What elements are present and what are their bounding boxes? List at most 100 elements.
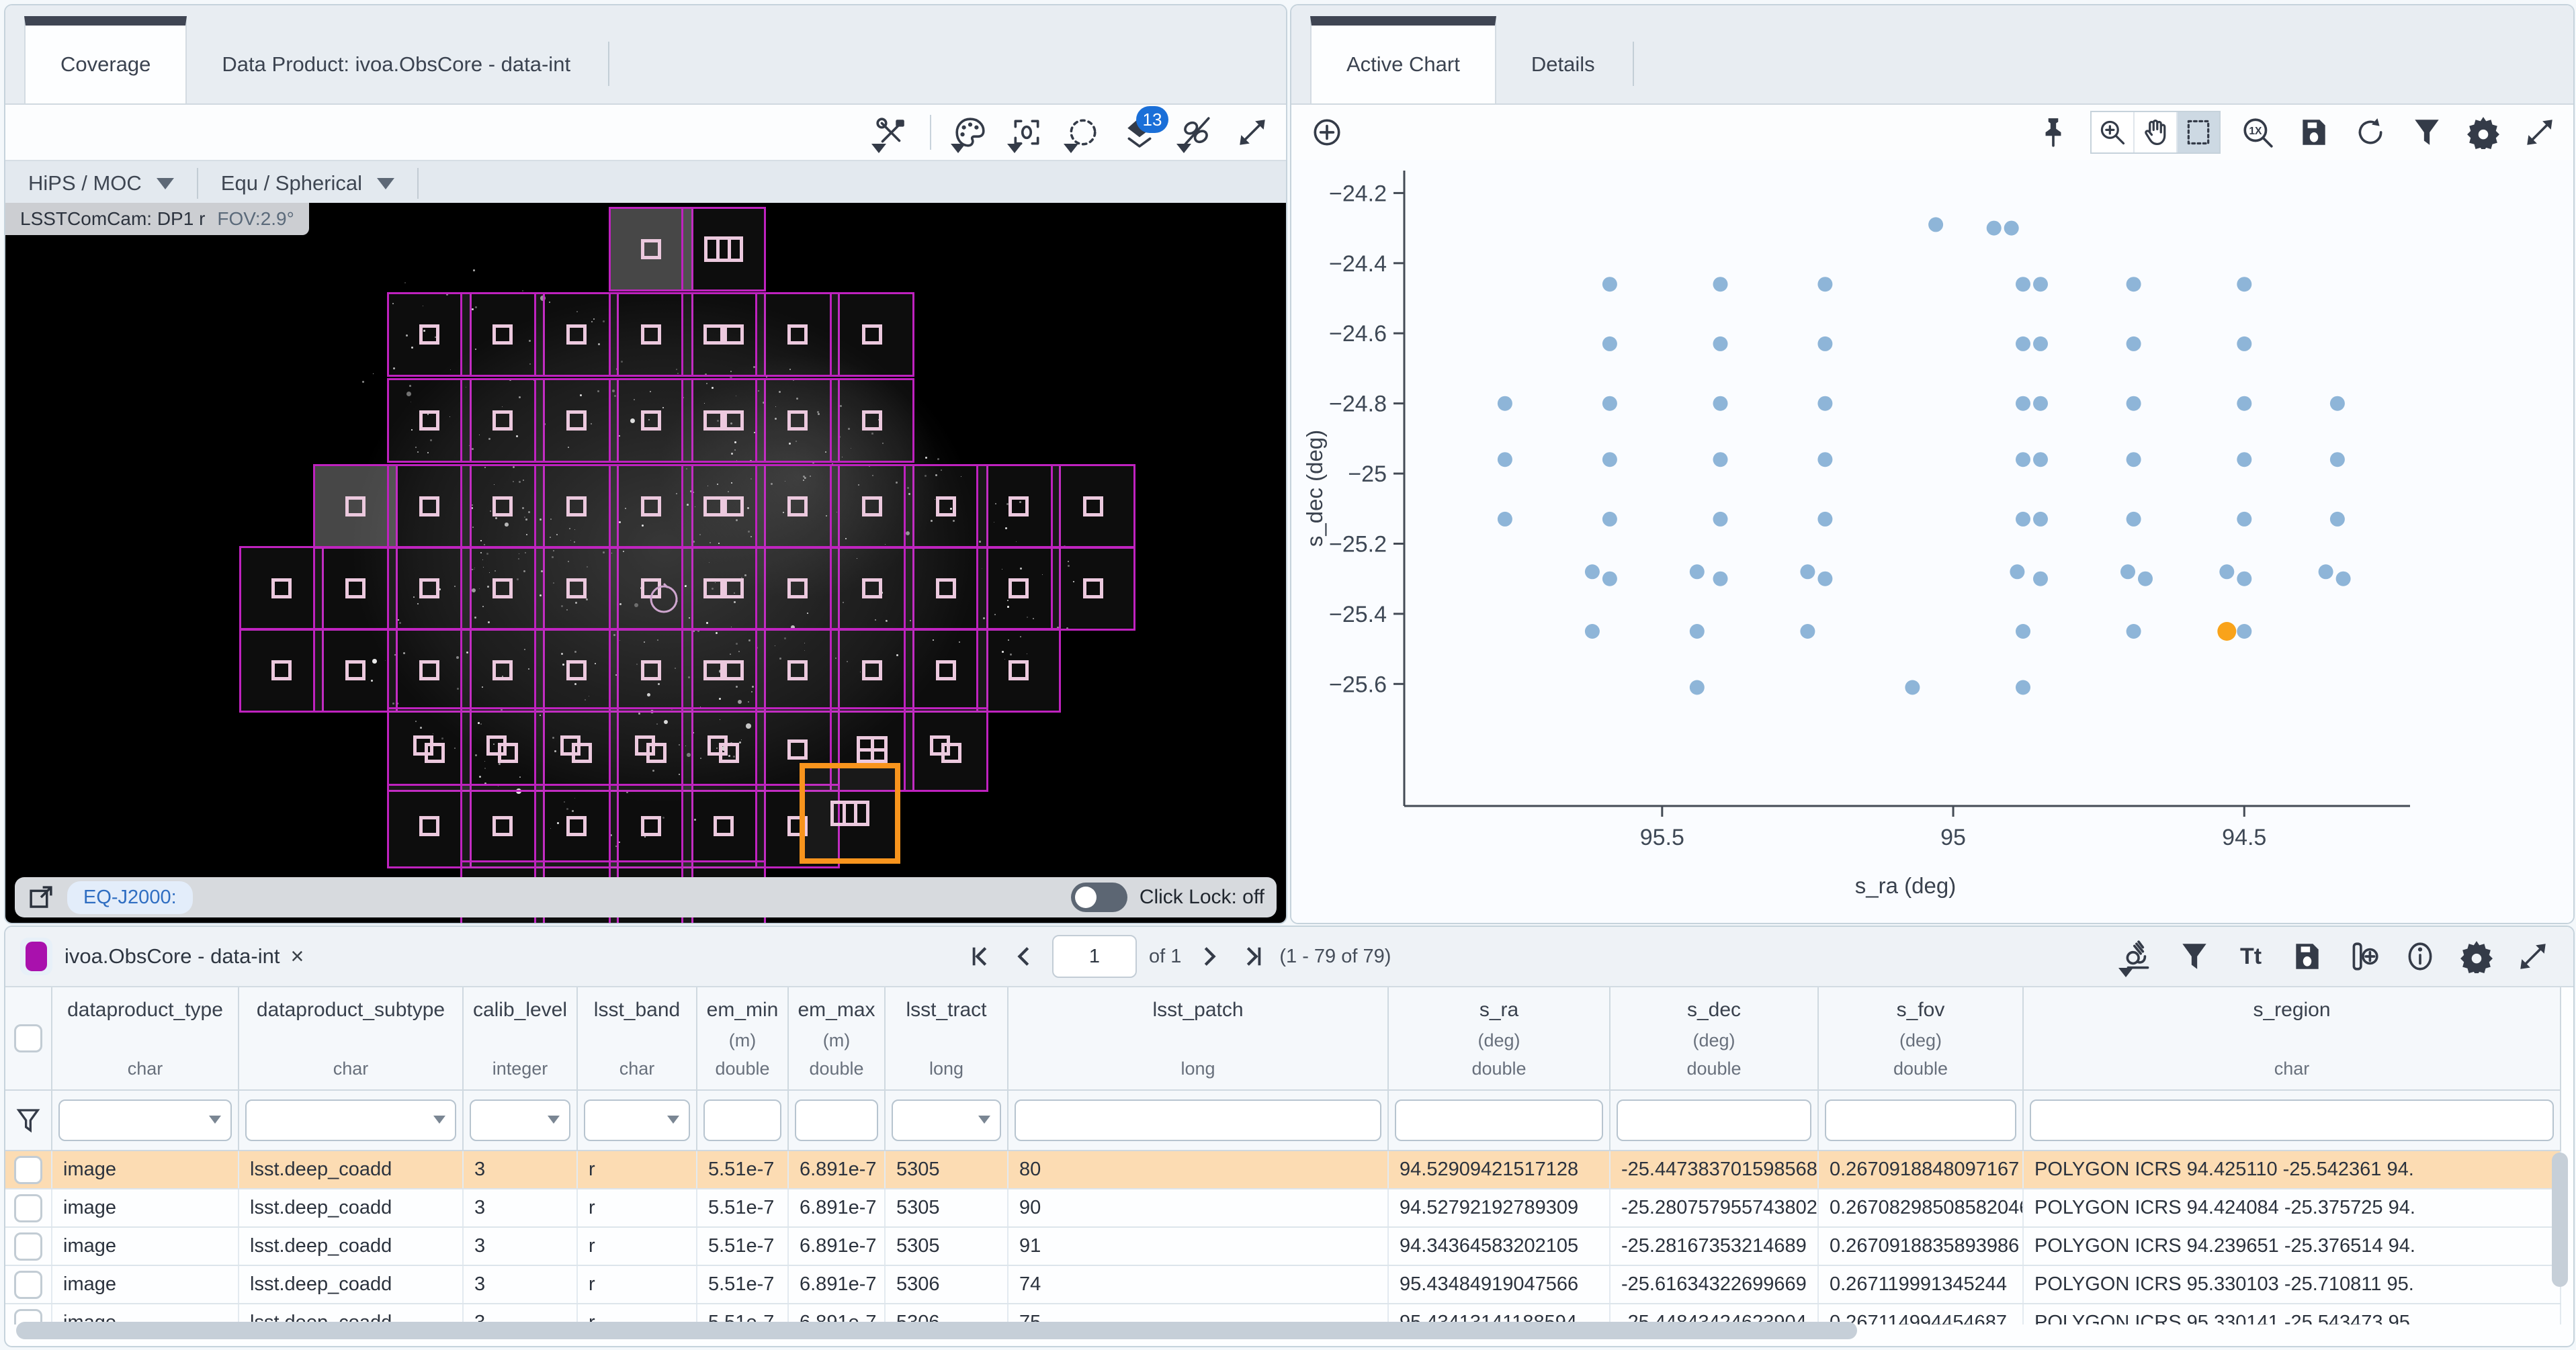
prev-page-button[interactable] [1009, 941, 1040, 972]
obs-tile[interactable] [904, 707, 988, 792]
obs-tile[interactable] [755, 628, 840, 713]
data-point[interactable] [1817, 571, 1833, 586]
data-point[interactable] [1817, 511, 1833, 527]
filter-lsst_band[interactable] [584, 1099, 690, 1141]
table-row[interactable]: image lsst.deep_coadd 3 r 5.51e-7 6.891e-7 530… [5, 1266, 2561, 1304]
text-view-icon[interactable]: Tt [2239, 943, 2262, 969]
row-checkbox[interactable] [14, 1308, 42, 1324]
add-column-icon[interactable] [2344, 934, 2383, 979]
obs-tile[interactable] [534, 707, 619, 792]
obs-tile[interactable] [460, 707, 545, 792]
data-point[interactable] [2126, 336, 2141, 351]
obs-tile[interactable] [681, 707, 766, 792]
data-point[interactable] [1713, 571, 1728, 586]
data-point[interactable] [2033, 277, 2048, 292]
scatter-chart[interactable]: −24.2 −24.4 −24.6 −24.8 −25 −25.2 −25.4 −25.6 95… [1291, 160, 2573, 923]
data-point[interactable] [1689, 564, 1705, 580]
data-point[interactable] [2329, 396, 2345, 411]
recenter-icon[interactable] [1007, 110, 1046, 154]
obs-tile[interactable] [681, 378, 766, 463]
filter-dataproduct_type[interactable] [58, 1099, 232, 1141]
next-page-button[interactable] [1193, 941, 1224, 972]
data-point[interactable] [1584, 564, 1600, 580]
obs-tile[interactable] [534, 546, 619, 631]
rect-select-icon[interactable] [2176, 112, 2219, 152]
microscope-icon[interactable] [2118, 934, 2157, 979]
data-point[interactable] [1800, 564, 1815, 580]
data-point[interactable] [1689, 624, 1705, 639]
row-checkbox[interactable] [14, 1270, 42, 1299]
data-point[interactable] [2237, 571, 2252, 586]
data-point[interactable] [2016, 680, 2030, 695]
obs-tile[interactable] [460, 464, 545, 549]
data-point[interactable] [2237, 511, 2252, 527]
settings-icon[interactable] [2464, 110, 2503, 154]
obs-tile[interactable] [609, 378, 693, 463]
table-row[interactable]: image lsst.deep_coadd 3 r 5.51e-7 6.891e-7 530… [5, 1189, 2561, 1228]
data-point[interactable] [2016, 624, 2030, 639]
filter-s_region[interactable] [2030, 1099, 2554, 1141]
data-point[interactable] [2237, 624, 2252, 639]
obs-tile[interactable] [681, 784, 766, 868]
data-point[interactable] [2126, 452, 2141, 467]
data-point[interactable] [1713, 336, 1728, 351]
data-point[interactable] [2219, 564, 2235, 580]
data-point[interactable] [1497, 452, 1512, 467]
table-color-chip[interactable] [26, 942, 47, 971]
data-point[interactable] [2016, 277, 2030, 292]
obs-tile[interactable] [460, 292, 545, 377]
obs-tile[interactable] [976, 546, 1061, 631]
data-point[interactable] [1584, 624, 1600, 639]
data-point[interactable] [2329, 511, 2345, 527]
obs-tile[interactable] [460, 784, 545, 868]
data-point[interactable] [2126, 396, 2141, 411]
obs-tile[interactable] [239, 546, 324, 631]
row-checkbox[interactable] [14, 1232, 42, 1261]
horizontal-scrollbar[interactable] [16, 1322, 1857, 1339]
highlighted-data-point[interactable] [2217, 622, 2237, 641]
obs-tile[interactable] [755, 707, 840, 792]
row-checkbox[interactable] [14, 1155, 42, 1184]
filter-icon[interactable] [2175, 934, 2214, 979]
obs-tile[interactable] [534, 292, 619, 377]
obs-tile[interactable] [460, 546, 545, 631]
obs-tile[interactable] [534, 628, 619, 713]
unlink-icon[interactable] [1176, 110, 1215, 154]
data-point[interactable] [2016, 396, 2030, 411]
layers-icon[interactable]: 13 [1120, 106, 1168, 154]
obs-tile[interactable] [387, 546, 472, 631]
obs-tile[interactable] [976, 628, 1061, 713]
obs-tile[interactable] [387, 707, 472, 792]
obs-tile[interactable] [460, 628, 545, 713]
last-page-button[interactable] [1236, 941, 1267, 972]
pin-icon[interactable] [2034, 110, 2073, 154]
data-point[interactable] [1800, 624, 1815, 639]
data-point[interactable] [2237, 396, 2252, 411]
data-point[interactable] [2004, 220, 2019, 236]
expand-icon[interactable] [2520, 110, 2559, 154]
table-row[interactable]: image lsst.deep_coadd 3 r 5.51e-7 6.891e-7 530… [5, 1151, 2561, 1189]
obs-tile[interactable] [387, 378, 472, 463]
filter-s_ra[interactable] [1395, 1099, 1603, 1141]
data-point[interactable] [2033, 511, 2048, 527]
data-point[interactable] [2237, 452, 2252, 467]
obs-tile[interactable] [681, 546, 766, 631]
info-icon[interactable] [2401, 934, 2440, 979]
obs-tile[interactable] [609, 707, 693, 792]
zoom-1x-icon[interactable]: 1X [2238, 110, 2277, 154]
data-point[interactable] [1817, 452, 1833, 467]
obs-tile[interactable] [830, 464, 914, 549]
data-point[interactable] [2126, 624, 2141, 639]
obs-tile[interactable] [904, 464, 988, 549]
selected-obs-tile[interactable] [800, 763, 900, 864]
data-point[interactable] [2016, 452, 2030, 467]
data-point[interactable] [2126, 277, 2141, 292]
restore-icon[interactable] [2351, 110, 2390, 154]
obs-tile[interactable] [609, 546, 693, 631]
data-point[interactable] [1497, 396, 1512, 411]
obs-tile[interactable] [534, 464, 619, 549]
tab-details[interactable]: Details [1496, 26, 1630, 103]
data-point[interactable] [1689, 680, 1705, 695]
obs-tile[interactable] [313, 628, 398, 713]
obs-tile[interactable] [387, 628, 472, 713]
